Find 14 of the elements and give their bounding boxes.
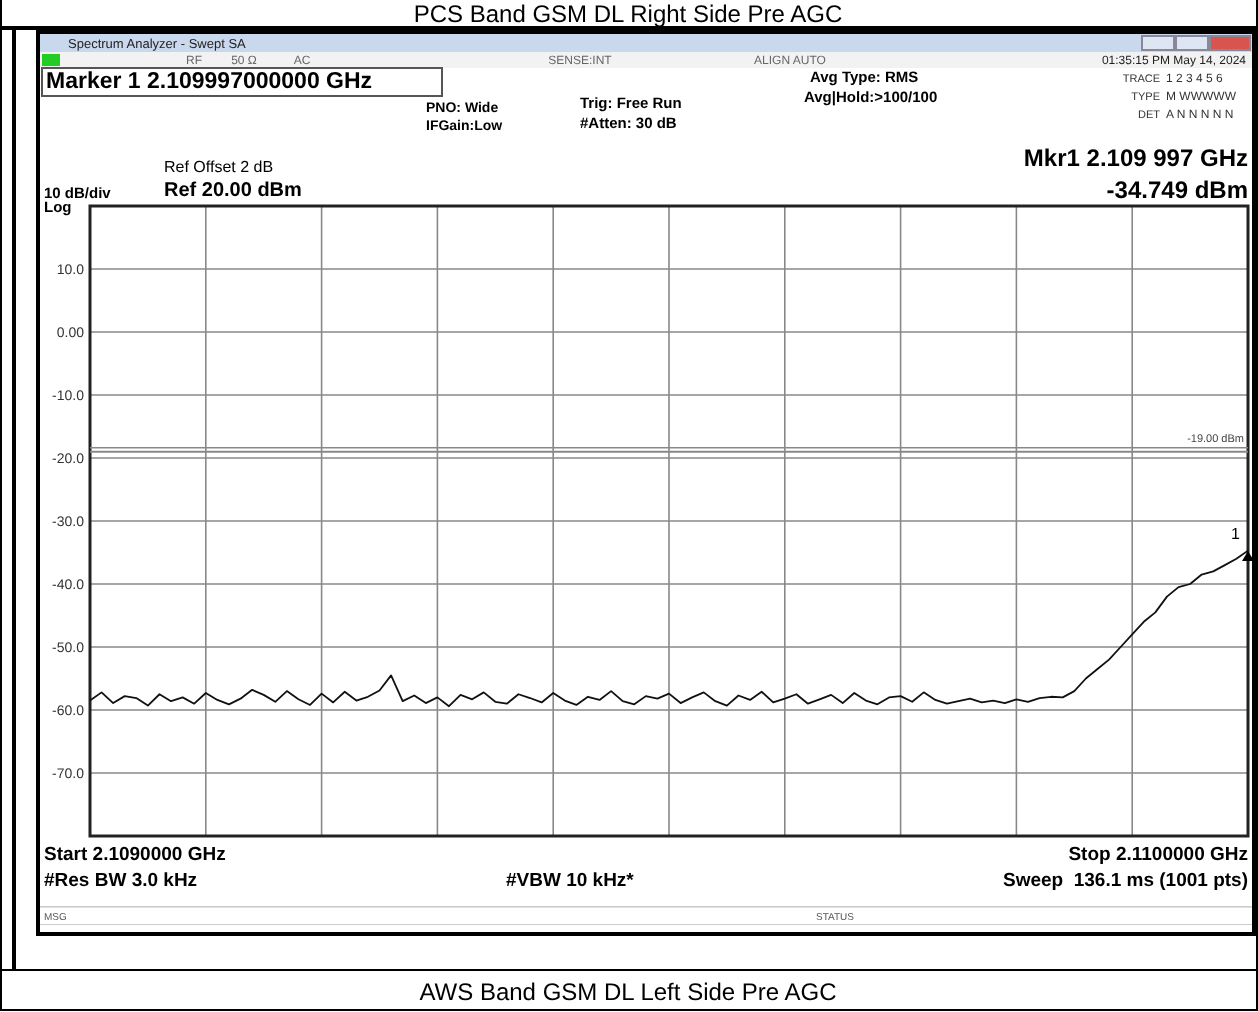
text: Mkr1 2.109 997 GHz — [1023, 144, 1248, 172]
chart-title: PCS Band GSM DL Right Side Pre AGC — [413, 0, 843, 28]
annotation: 1 — [1231, 524, 1242, 543]
text: #VBW 10 kHz* — [506, 870, 635, 892]
text: Stop 2.1100000 GHz — [1068, 844, 1249, 866]
text: Start 2.1090000 GHz — [44, 844, 227, 866]
text: #Res BW 3.0 kHz — [44, 870, 198, 892]
text: -34.749 dBm — [1106, 176, 1248, 204]
text: Marker 1 2.109997000000 GHz — [46, 70, 373, 94]
text: Sweep 136.1 ms (1001 pts) — [1002, 870, 1248, 892]
text: Ref 20.00 dBm — [164, 180, 303, 202]
line-series — [89, 549, 1249, 708]
text: AWS Band GSM DL Left Side Pre AGC — [419, 978, 838, 1006]
text: Ref Offset 2 dB — [164, 158, 274, 176]
